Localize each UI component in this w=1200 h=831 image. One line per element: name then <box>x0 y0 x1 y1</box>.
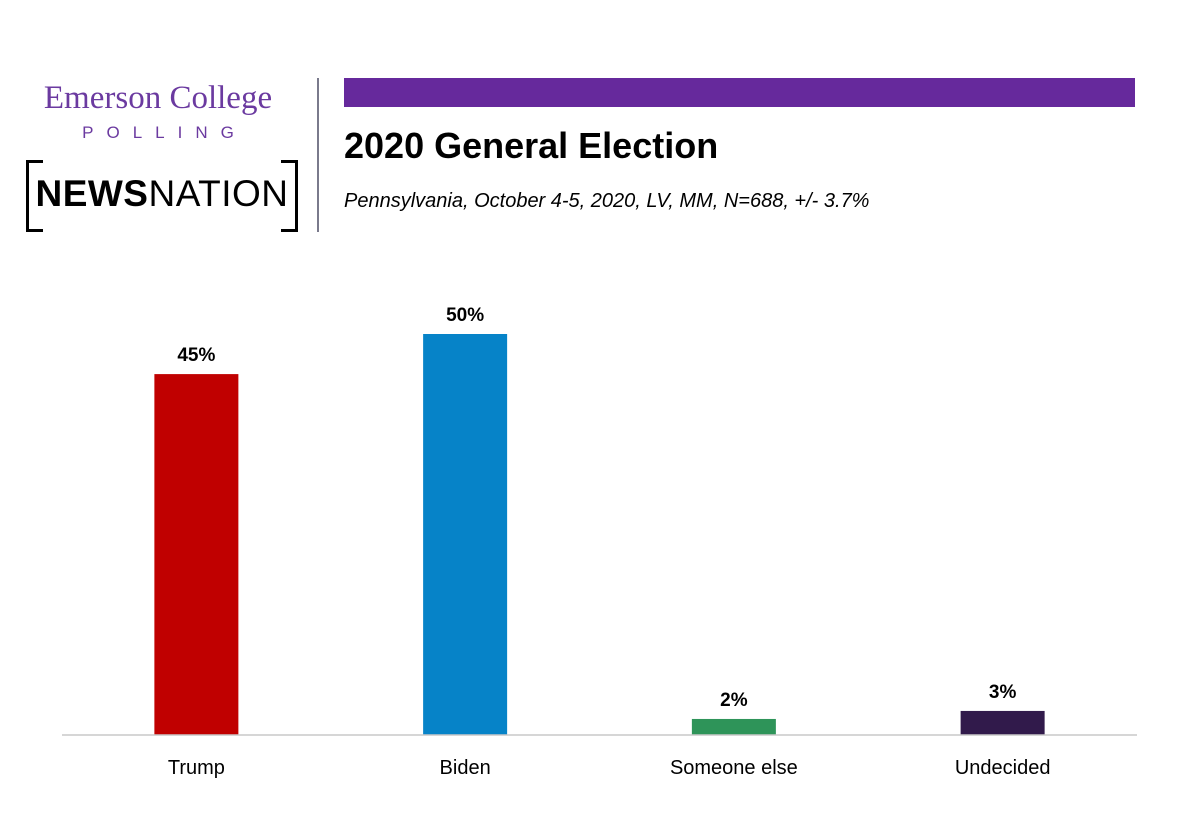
polling-logo-text: POLLING <box>82 123 247 142</box>
category-label-undecided: Undecided <box>955 757 1051 779</box>
category-label-trump: Trump <box>168 757 225 779</box>
value-label-undecided: 3% <box>989 682 1017 703</box>
newsnation-bold-text: NEWS <box>35 173 149 214</box>
value-labels-group: 45% 50% 2% 3% <box>177 305 1016 711</box>
bar-undecided <box>960 710 1045 735</box>
newsnation-light-text: NATION <box>148 173 289 214</box>
value-label-someone-else: 2% <box>720 690 748 711</box>
category-labels-group: Trump Biden Someone else Undecided <box>168 757 1051 779</box>
newsnation-logo: NEWSNATION <box>26 160 298 232</box>
value-label-trump: 45% <box>177 345 215 366</box>
header-divider <box>317 78 319 232</box>
accent-bar <box>344 78 1135 107</box>
chart-subtitle: Pennsylvania, October 4-5, 2020, LV, MM,… <box>344 190 870 212</box>
logo-bracket-left <box>26 160 43 232</box>
category-label-someone-else: Someone else <box>670 757 798 779</box>
bars-group <box>154 334 1045 735</box>
value-label-biden: 50% <box>446 305 484 326</box>
logo-bracket-right <box>281 160 298 232</box>
bar-someone-else <box>691 718 776 735</box>
bar-biden <box>423 334 508 735</box>
category-label-biden: Biden <box>440 757 491 779</box>
bar-trump <box>154 374 239 735</box>
emerson-college-logo-text: Emerson College <box>43 80 273 116</box>
newsnation-wordmark: NEWSNATION <box>26 175 298 212</box>
chart-title: 2020 General Election <box>344 125 719 166</box>
